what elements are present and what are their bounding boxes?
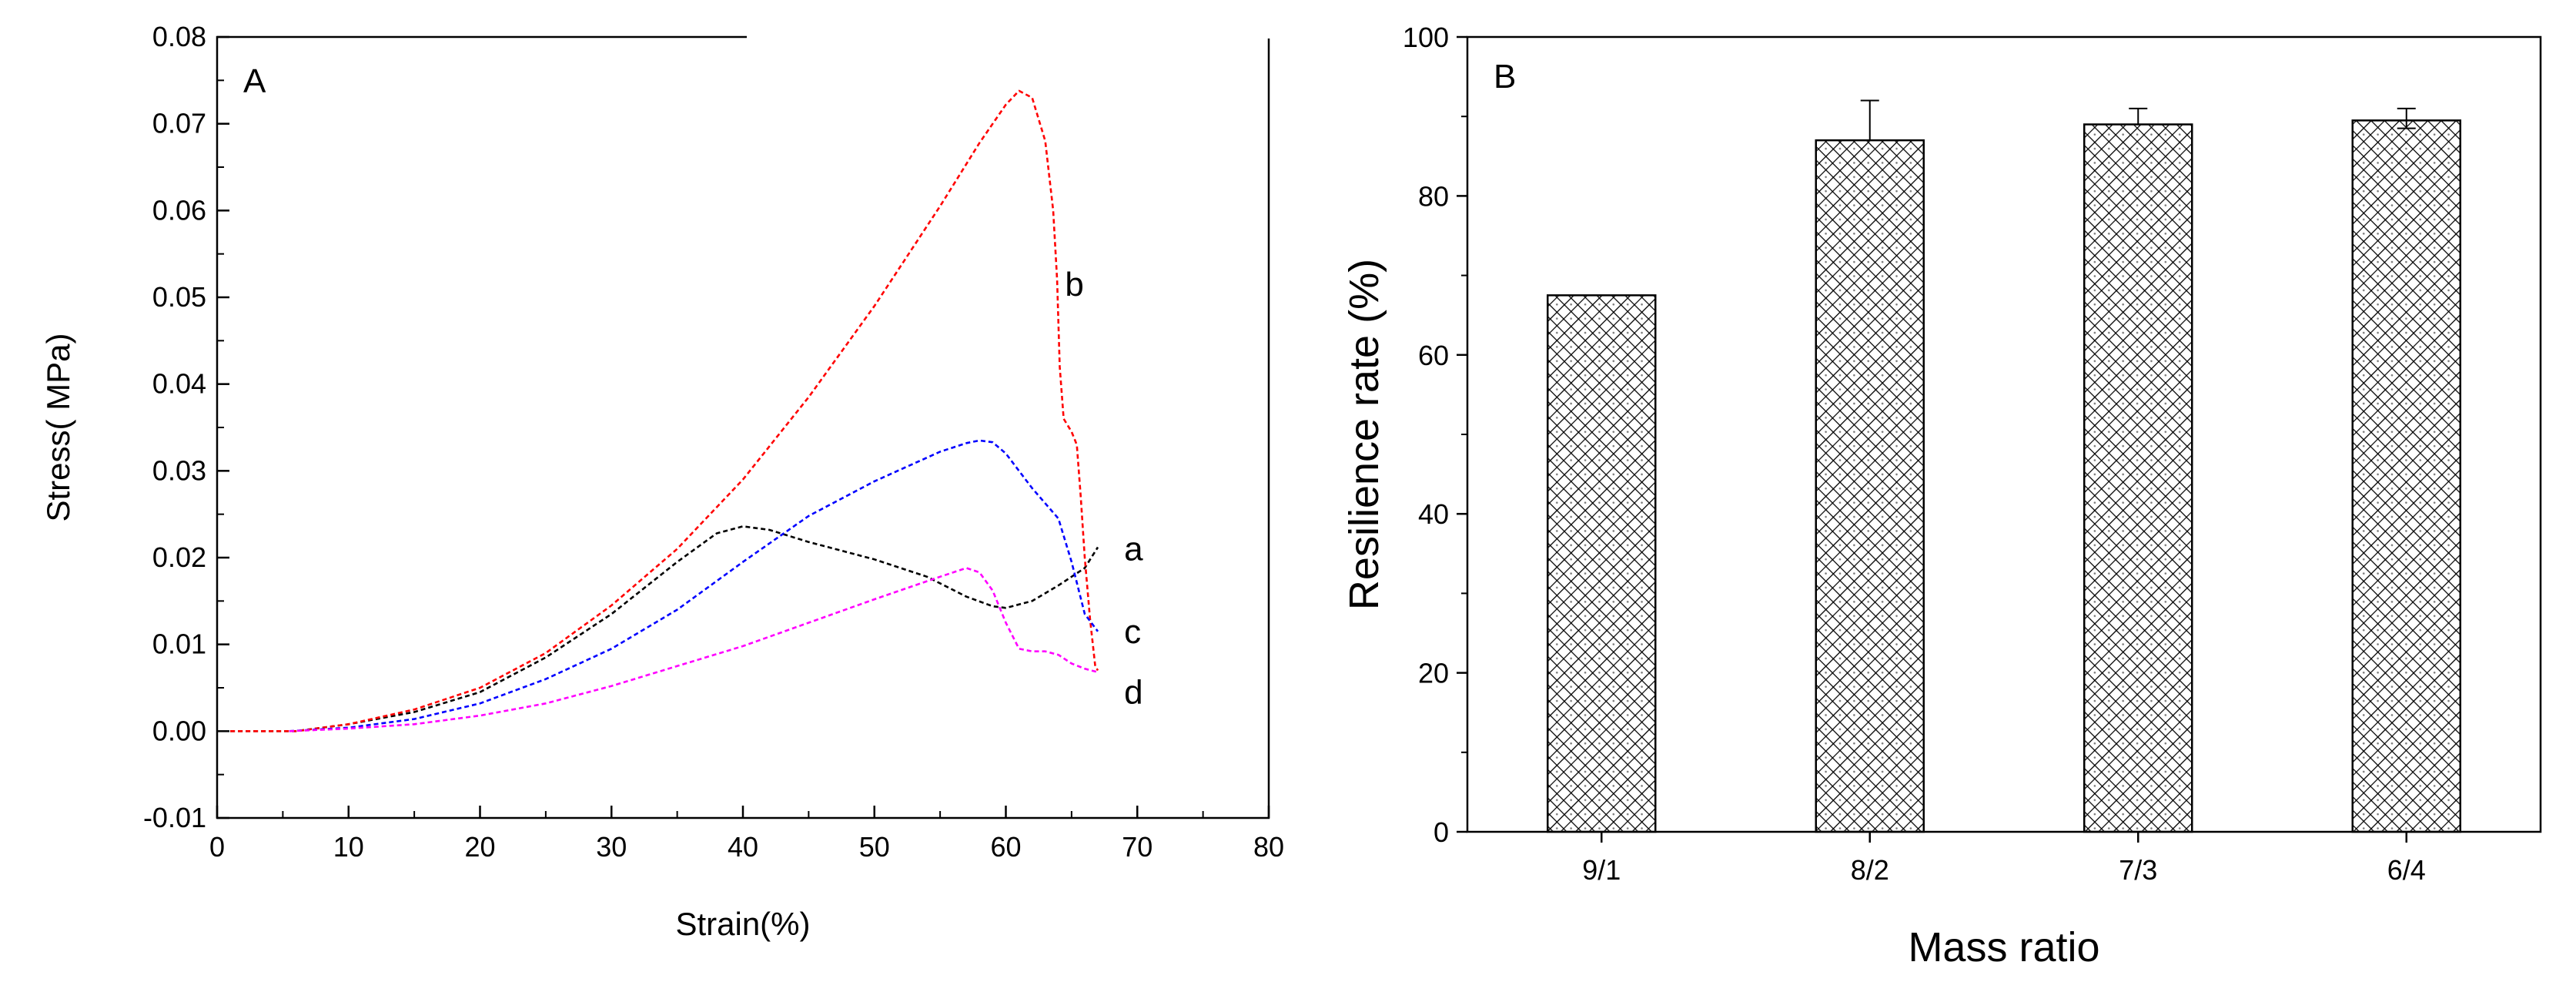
- curve-label-c: c: [1124, 613, 1141, 651]
- curve-a: [230, 525, 1099, 732]
- panel-a-x-tick-label: 20: [464, 831, 495, 863]
- bar-6-4: [2351, 119, 2461, 833]
- panel-b-y-tick-label: 60: [1418, 340, 1449, 371]
- panel-a-letter: A: [243, 62, 266, 100]
- panel-b-y-axis-title: Resilience rate (%): [1341, 259, 1387, 610]
- panel-b-x-tick-label: 7/3: [2119, 854, 2157, 886]
- panel-b-y-tick-label: 0: [1434, 816, 1449, 848]
- panel-a-x-tick-label: 0: [209, 831, 225, 863]
- curve-label-b: b: [1065, 266, 1083, 303]
- bar-8-2: [1815, 139, 1925, 833]
- bar-9-1: [1547, 294, 1657, 833]
- panel-b-y-tick-label: 80: [1418, 180, 1449, 212]
- panel-a-x-tick-label: 50: [859, 831, 890, 863]
- panel-a-y-tick-label: 0.03: [152, 454, 206, 486]
- panel-a-x-tick-label: 30: [596, 831, 627, 863]
- panel-a-y-tick-label: 0.07: [152, 108, 206, 139]
- panel-a-x-axis-title: Strain(%): [675, 906, 810, 942]
- panel-b-x-tick-label: 8/2: [1851, 854, 1889, 886]
- panel-a-x-tick-label: 60: [990, 831, 1021, 863]
- panel-b-x-axis-title: Mass ratio: [1908, 924, 2099, 970]
- panel-a-x-tick-label: 40: [728, 831, 758, 863]
- panel-a-y-tick-label: 0.02: [152, 541, 206, 573]
- panel-b-x-tick-label: 6/4: [2387, 854, 2426, 886]
- curve-d: [289, 567, 1099, 732]
- panel-a-y-axis-title: Stress( MPa): [40, 333, 76, 521]
- panel-b-y-tick-label: 100: [1403, 22, 1449, 53]
- panel-b-letter: B: [1494, 58, 1516, 96]
- panel-a-y-tick-label: 0.01: [152, 628, 206, 660]
- panel-a-y-tick-label: 0.06: [152, 194, 206, 226]
- panel-a-y-tick-label: -0.01: [143, 802, 206, 833]
- panel-a-y-tick-label: 0.08: [152, 21, 206, 52]
- curve-b: [230, 89, 1099, 732]
- bar-7-3: [2083, 123, 2193, 833]
- panel-a-plot-frame: [216, 35, 1270, 819]
- panel-a-x-tick-label: 80: [1253, 831, 1284, 863]
- curve-c: [289, 439, 1099, 732]
- panel-a-y-tick-label: 0.05: [152, 281, 206, 313]
- curve-label-d: d: [1124, 674, 1142, 712]
- panel-a-x-tick-label: 70: [1122, 831, 1153, 863]
- panel-b-x-tick-label: 9/1: [1582, 854, 1621, 886]
- panel-a-y-tick-label: 0.00: [152, 715, 206, 746]
- panel-a-stress-strain-chart: 0 10 20 30 40 50 60 70 80 -0.01 0.00 0.01 0.02 0.03 0.…: [40, 21, 1284, 942]
- curve-label-a: a: [1124, 531, 1143, 568]
- panel-a-y-tick-label: 0.04: [152, 368, 206, 400]
- panel-b-resilience-bar-chart: 9/1 8/2 7/3 6/4 0 20 40 60 80 100 B Mass ratio Re…: [1341, 22, 2542, 970]
- panel-b-y-tick-label: 20: [1418, 658, 1449, 689]
- panel-b-y-tick-label: 40: [1418, 498, 1449, 530]
- panel-a-x-tick-label: 10: [333, 831, 364, 863]
